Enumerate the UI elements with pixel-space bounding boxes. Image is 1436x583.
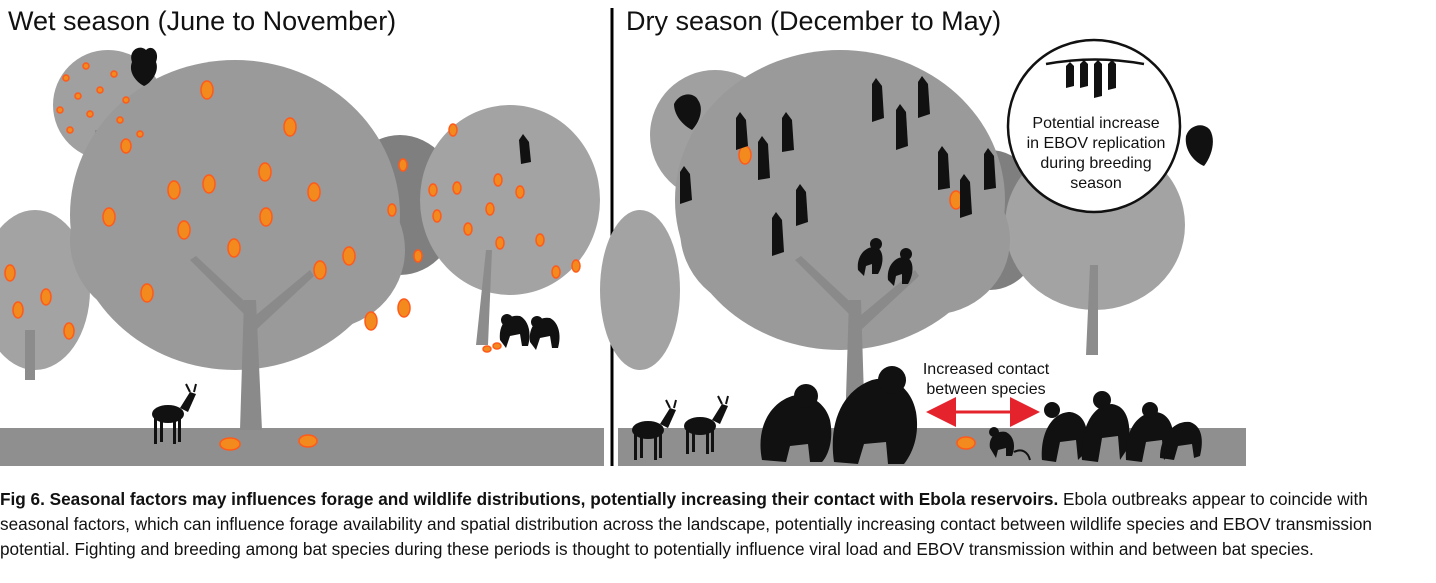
wet-antelope <box>152 383 197 444</box>
dry-bat-flying-right <box>1185 125 1213 166</box>
dry-tree-left-edge <box>600 210 680 370</box>
dry-bat-flying-left <box>674 94 701 130</box>
callout-line-2: in EBOV replication <box>1027 135 1166 152</box>
caption-title: Fig 6. Seasonal factors may influences f… <box>0 489 1059 509</box>
figure-caption: Fig 6. Seasonal factors may influences f… <box>0 487 1430 562</box>
dry-chimpanzees <box>1041 391 1202 462</box>
wet-season-title: Wet season (June to November) <box>8 6 397 36</box>
caption-body: Ebola outbreaks appear to coincide with … <box>0 489 1372 559</box>
wet-fallen-fruits <box>219 342 502 451</box>
dry-season-title: Dry season (December to May) <box>626 6 1002 36</box>
dry-gorillas <box>760 366 918 464</box>
wet-bat-flying-left <box>130 47 158 86</box>
wet-tree-right <box>420 105 600 345</box>
wet-bat-hanging-right <box>519 134 531 164</box>
dry-antelopes <box>632 395 729 460</box>
dry-monkeys-in-tree <box>857 238 913 286</box>
seasonal-illustration: Potential increase in EBOV replication d… <box>0 8 1246 466</box>
wet-fruits <box>4 62 581 340</box>
callout-line-3: during breeding <box>1040 155 1151 172</box>
callout-line-4: season <box>1070 175 1122 192</box>
contact-label-line-1: Increased contact <box>923 361 1050 378</box>
callout-line-1: Potential increase <box>1032 115 1159 132</box>
wet-ground <box>0 428 604 466</box>
contact-label-line-2: between species <box>926 381 1045 398</box>
dry-hanging-bats <box>680 76 996 256</box>
wet-chimpanzees <box>499 314 560 350</box>
dry-small-monkey <box>989 427 1031 461</box>
ebov-callout: Potential increase in EBOV replication d… <box>1006 38 1182 214</box>
wet-tree-big <box>70 60 405 430</box>
